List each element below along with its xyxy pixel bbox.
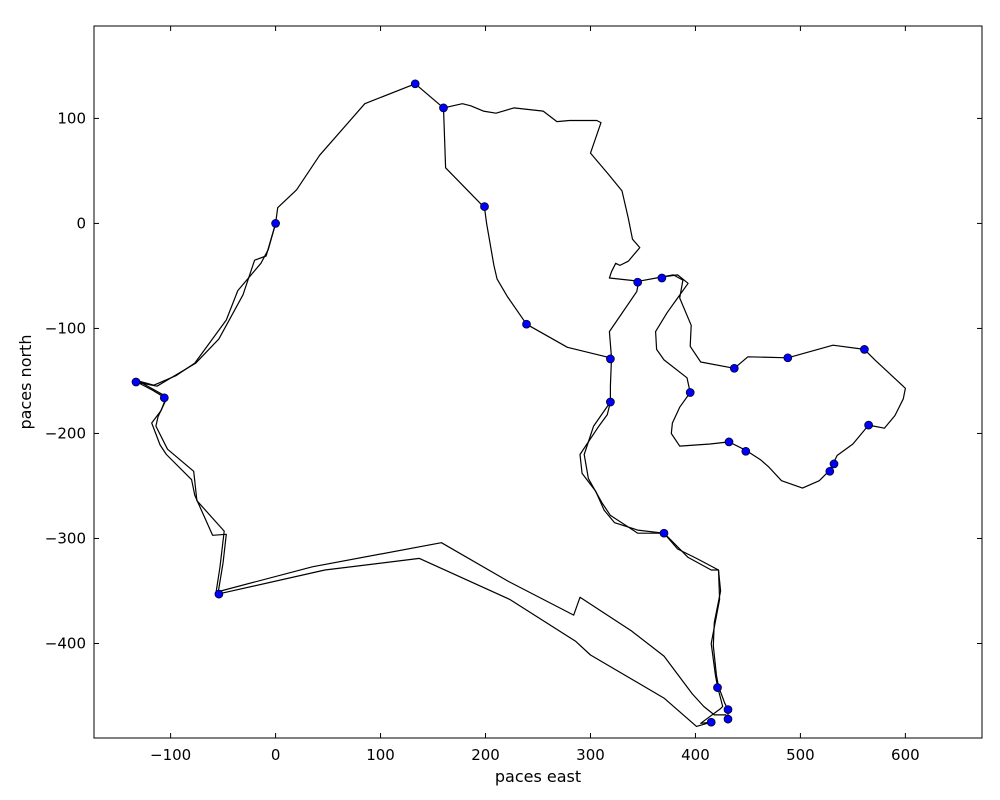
data-point: [159, 393, 169, 403]
data-point: [522, 319, 531, 329]
data-point: [439, 103, 448, 113]
x-axis-label: paces east: [495, 767, 581, 786]
data-point: [271, 219, 280, 228]
y-tick-label: 100: [57, 109, 86, 127]
x-tick-label: 600: [891, 746, 920, 764]
data-point: [729, 363, 739, 373]
x-tick-label: 400: [681, 746, 710, 764]
x-tick-label: 0: [271, 746, 281, 764]
series-line-2: [442, 107, 611, 359]
data-point: [723, 705, 733, 714]
y-tick-label: 0: [76, 214, 86, 232]
y-tick-label: −100: [45, 319, 86, 337]
data-point: [633, 277, 643, 287]
data-point: [864, 420, 873, 430]
y-axis-label: paces north: [16, 335, 35, 430]
y-tick-label: −400: [45, 634, 86, 652]
x-tick-label: 200: [471, 746, 500, 764]
x-tick-label: 300: [576, 746, 605, 764]
data-point: [657, 273, 667, 283]
data-point: [860, 345, 869, 354]
data-point: [131, 377, 141, 387]
data-point: [606, 354, 615, 364]
x-tick-label: 100: [366, 746, 395, 764]
data-point: [741, 446, 751, 456]
data-point: [606, 397, 615, 407]
markers: [131, 79, 873, 727]
tick-labels: −100 0 100 200 300 400 500 600 −400 −300 −200 −100 0…: [45, 109, 920, 764]
data-point: [713, 683, 722, 692]
data-point: [706, 717, 716, 727]
x-tick-label: 500: [786, 746, 815, 764]
y-tick-label: −300: [45, 529, 86, 547]
data-point: [410, 79, 420, 89]
data-point: [825, 466, 835, 476]
y-tick-label: −200: [45, 424, 86, 442]
series-line-3: [137, 223, 724, 728]
x-tick-label: −100: [150, 746, 191, 764]
data-point: [685, 388, 695, 397]
data-point: [659, 528, 669, 538]
ticks: [94, 26, 982, 738]
data-point: [829, 459, 839, 469]
data-point: [480, 202, 489, 211]
data-point: [214, 589, 224, 599]
data-point: [723, 714, 733, 724]
series-line-1: [135, 83, 907, 720]
data-point: [783, 353, 793, 363]
series-lines: [135, 83, 907, 728]
data-point: [724, 437, 734, 447]
plot-frame: [93, 25, 983, 739]
